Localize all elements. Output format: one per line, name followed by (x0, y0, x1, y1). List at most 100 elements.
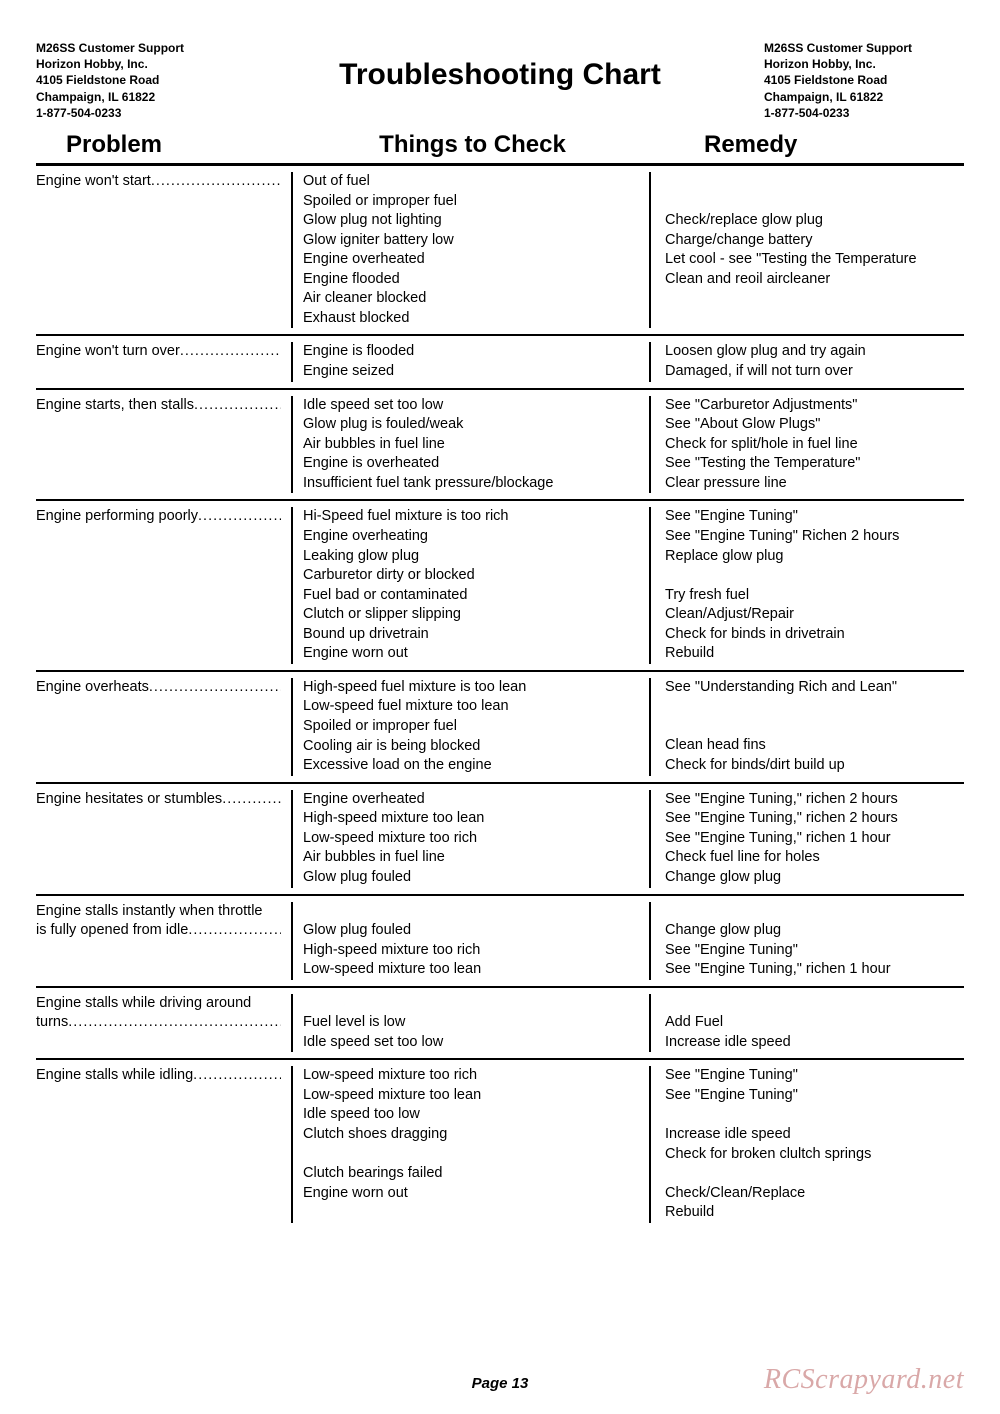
remedy-line: See "Engine Tuning," richen 1 hour (665, 829, 964, 849)
remedy-line: Check for binds/dirt build up (665, 756, 964, 776)
check-line: Glow plug fouled (303, 868, 639, 888)
check-line: Engine flooded (303, 270, 639, 290)
remedy-cell: Check/replace glow plugCharge/change bat… (651, 172, 964, 329)
leader-dots (193, 1066, 281, 1086)
remedy-line: Damaged, if will not turn over (665, 362, 964, 382)
remedy-line: See "Engine Tuning" Richen 2 hours (665, 527, 964, 547)
check-line: Cooling air is being blocked (303, 737, 639, 757)
remedy-line: Check for split/hole in fuel line (665, 435, 964, 455)
problem-line: Engine won't turn over (36, 342, 281, 362)
leader-dots (222, 790, 281, 810)
remedy-line: Change glow plug (665, 921, 964, 941)
remedy-line: See "Engine Tuning," richen 2 hours (665, 809, 964, 829)
remedy-line: See "Engine Tuning" (665, 507, 964, 527)
check-line: Engine overheating (303, 527, 639, 547)
check-line: Spoiled or improper fuel (303, 717, 639, 737)
support-line: 4105 Fieldstone Road (764, 72, 964, 88)
section: Engine stalls instantly when throttleis … (36, 896, 964, 988)
remedy-cell: Loosen glow plug and try againDamaged, i… (651, 342, 964, 381)
problem-text: Engine stalls while idling (36, 1066, 193, 1086)
remedy-line: Loosen glow plug and try again (665, 342, 964, 362)
check-line: Insufficient fuel tank pressure/blockage (303, 474, 639, 494)
section: Engine stalls while driving aroundturns F… (36, 988, 964, 1061)
check-cell: Engine overheatedHigh-speed mixture too … (291, 790, 651, 888)
problem-text: Engine won't start (36, 172, 151, 192)
problem-line: turns (36, 1013, 281, 1033)
problem-text: turns (36, 1013, 68, 1033)
header-remedy: Remedy (654, 131, 964, 159)
problem-cell: Engine performing poorly (36, 507, 291, 664)
remedy-line: Rebuild (665, 644, 964, 664)
remedy-line: Clean and reoil aircleaner (665, 270, 964, 290)
check-line: High-speed fuel mixture is too lean (303, 678, 639, 698)
problem-line: Engine hesitates or stumbles (36, 790, 281, 810)
remedy-line: Clear pressure line (665, 474, 964, 494)
check-line: Air bubbles in fuel line (303, 435, 639, 455)
check-cell: High-speed fuel mixture is too leanLow-s… (291, 678, 651, 776)
problem-cell: Engine won't turn over (36, 342, 291, 381)
check-cell: Hi-Speed fuel mixture is too richEngine … (291, 507, 651, 664)
remedy-line: Check for broken clultch springs (665, 1145, 964, 1165)
section: Engine hesitates or stumbles Engine overh… (36, 784, 964, 896)
remedy-line (665, 697, 964, 717)
leader-dots (198, 507, 281, 527)
remedy-line (665, 902, 964, 922)
problem-text: Engine hesitates or stumbles (36, 790, 222, 810)
check-line: Carburetor dirty or blocked (303, 566, 639, 586)
remedy-line: Clean/Adjust/Repair (665, 605, 964, 625)
problem-cell: Engine stalls while idling (36, 1066, 291, 1222)
check-line: Leaking glow plug (303, 547, 639, 567)
check-line: Engine overheated (303, 250, 639, 270)
support-line: 1-877-504-0233 (764, 105, 964, 121)
support-left: M26SS Customer Support Horizon Hobby, In… (36, 40, 236, 121)
remedy-line: See "Engine Tuning," richen 1 hour (665, 960, 964, 980)
remedy-line: Check/replace glow plug (665, 211, 964, 231)
check-line: Fuel level is low (303, 1013, 639, 1033)
problem-cell: Engine stalls while driving aroundturns (36, 994, 291, 1053)
check-line: Idle speed set too low (303, 396, 639, 416)
check-cell: Glow plug fouledHigh-speed mixture too r… (291, 902, 651, 980)
check-line: Low-speed mixture too rich (303, 829, 639, 849)
check-line: Hi-Speed fuel mixture is too rich (303, 507, 639, 527)
remedy-line: See "Engine Tuning" (665, 1066, 964, 1086)
remedy-line: Add Fuel (665, 1013, 964, 1033)
check-line: Glow plug not lighting (303, 211, 639, 231)
leader-dots (194, 396, 281, 416)
remedy-cell: See "Carburetor Adjustments"See "About G… (651, 396, 964, 494)
check-line: Engine seized (303, 362, 639, 382)
remedy-line: See "Engine Tuning," richen 2 hours (665, 790, 964, 810)
problem-line: is fully opened from idle (36, 921, 281, 941)
section: Engine overheatsHigh-speed fuel mixture … (36, 672, 964, 784)
check-line: Idle speed set too low (303, 1033, 639, 1053)
leader-dots (188, 921, 281, 941)
page-title: Troubleshooting Chart (236, 58, 764, 92)
check-line: Glow plug is fouled/weak (303, 415, 639, 435)
remedy-line (665, 994, 964, 1014)
problem-text: Engine performing poorly (36, 507, 198, 527)
problem-line: Engine won't start (36, 172, 281, 192)
check-line (303, 902, 639, 922)
check-line: Clutch shoes dragging (303, 1125, 639, 1145)
support-line: Champaign, IL 61822 (764, 89, 964, 105)
check-line: High-speed mixture too rich (303, 941, 639, 961)
remedy-line: Rebuild (665, 1203, 964, 1223)
check-line: Glow plug fouled (303, 921, 639, 941)
section: Engine stalls while idling Low-speed mixt… (36, 1060, 964, 1228)
remedy-line: Charge/change battery (665, 231, 964, 251)
problem-cell: Engine hesitates or stumbles (36, 790, 291, 888)
leader-dots (151, 172, 281, 192)
remedy-line: Let cool - see "Testing the Temperature (665, 250, 964, 270)
support-line: Horizon Hobby, Inc. (36, 56, 236, 72)
remedy-cell: See "Engine Tuning"See "Engine Tuning"In… (651, 1066, 964, 1222)
check-line: Exhaust blocked (303, 309, 639, 329)
watermark: RCScrapyard.net (764, 1364, 964, 1396)
problem-text: Engine stalls while driving around (36, 994, 251, 1014)
problem-line: Engine starts, then stalls (36, 396, 281, 416)
remedy-line: See "Testing the Temperature" (665, 454, 964, 474)
problem-text: Engine stalls instantly when throttle (36, 902, 263, 922)
check-line (303, 1145, 639, 1165)
check-line: High-speed mixture too lean (303, 809, 639, 829)
remedy-line: Check/Clean/Replace (665, 1184, 964, 1204)
check-line: Low-speed mixture too lean (303, 1086, 639, 1106)
remedy-line: Try fresh fuel (665, 586, 964, 606)
